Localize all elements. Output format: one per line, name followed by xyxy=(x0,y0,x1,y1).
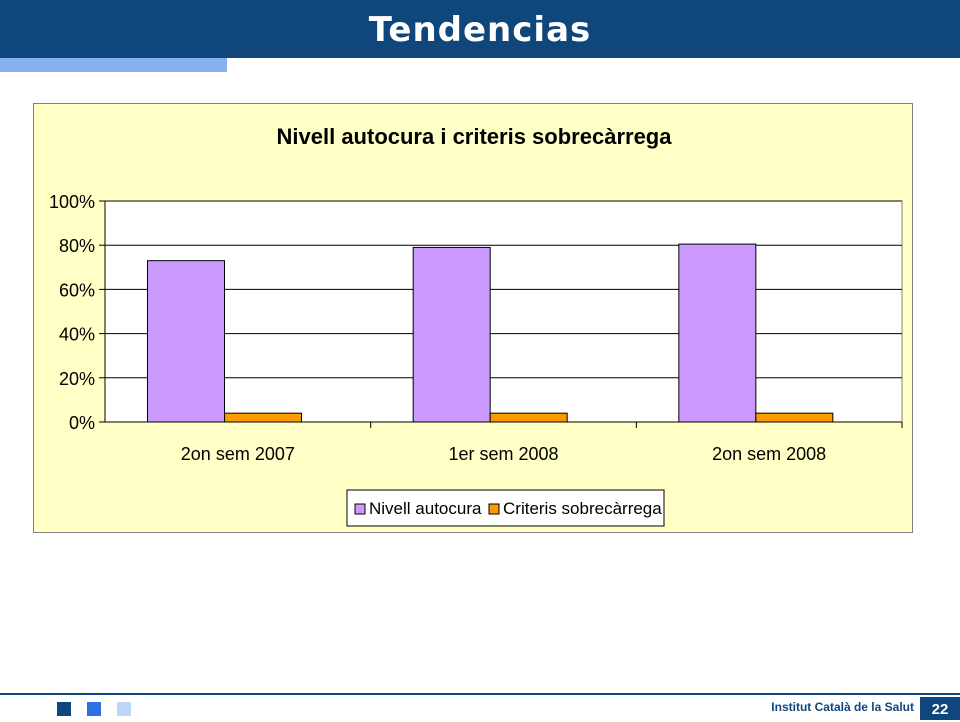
gridlines xyxy=(104,200,903,423)
bar-criteris-sobrecarrega xyxy=(755,412,834,423)
y-tick-label: 100% xyxy=(49,192,95,212)
plot-area xyxy=(104,200,903,423)
chart-title: Nivell autocura i criteris sobrecàrrega xyxy=(277,124,673,149)
y-tick-label: 20% xyxy=(59,369,95,389)
bar-criteris-sobrecarrega xyxy=(224,412,303,423)
footer-square-light xyxy=(117,702,131,716)
legend-label: Nivell autocura xyxy=(369,499,482,518)
legend-swatch xyxy=(488,503,500,515)
header-accent-bar xyxy=(0,58,227,72)
x-tick-label: 2on sem 2008 xyxy=(712,444,826,464)
slide-header xyxy=(0,0,960,58)
footer-line xyxy=(0,693,960,695)
x-tick-label: 2on sem 2007 xyxy=(181,444,295,464)
y-tick-label: 80% xyxy=(59,236,95,256)
bars xyxy=(147,243,834,423)
bar-nivell-autocura xyxy=(147,260,226,423)
bar-criteris-sobrecarrega xyxy=(489,412,568,423)
slide-title: Tendencias xyxy=(368,10,592,50)
y-tick-label: 0% xyxy=(69,413,95,433)
y-tick-label: 60% xyxy=(59,280,95,300)
legend-swatch xyxy=(354,503,366,515)
footer-square-dark xyxy=(57,702,71,716)
axis-labels: 0% 20% 40% 60% 80% 100% 2on sem 2007 1er sem 20… xyxy=(49,192,826,464)
bar-chart: Nivell autocura i criteris sobrecàrrega … xyxy=(49,124,903,527)
legend: Nivell autocura Criteris sobrecàrrega xyxy=(346,489,665,527)
y-tick-label: 40% xyxy=(59,325,95,345)
chart-area: Nivell autocura i criteris sobrecàrrega … xyxy=(33,103,913,533)
legend-box xyxy=(346,489,665,527)
legend-label: Criteris sobrecàrrega xyxy=(503,499,662,518)
bar-nivell-autocura xyxy=(412,246,491,423)
institution-name: Institut Català de la Salut xyxy=(771,700,914,714)
x-tick-label: 1er sem 2008 xyxy=(448,444,558,464)
page-number: 22 xyxy=(920,697,960,720)
footer-square-mid xyxy=(87,702,101,716)
bar-nivell-autocura xyxy=(678,243,757,423)
